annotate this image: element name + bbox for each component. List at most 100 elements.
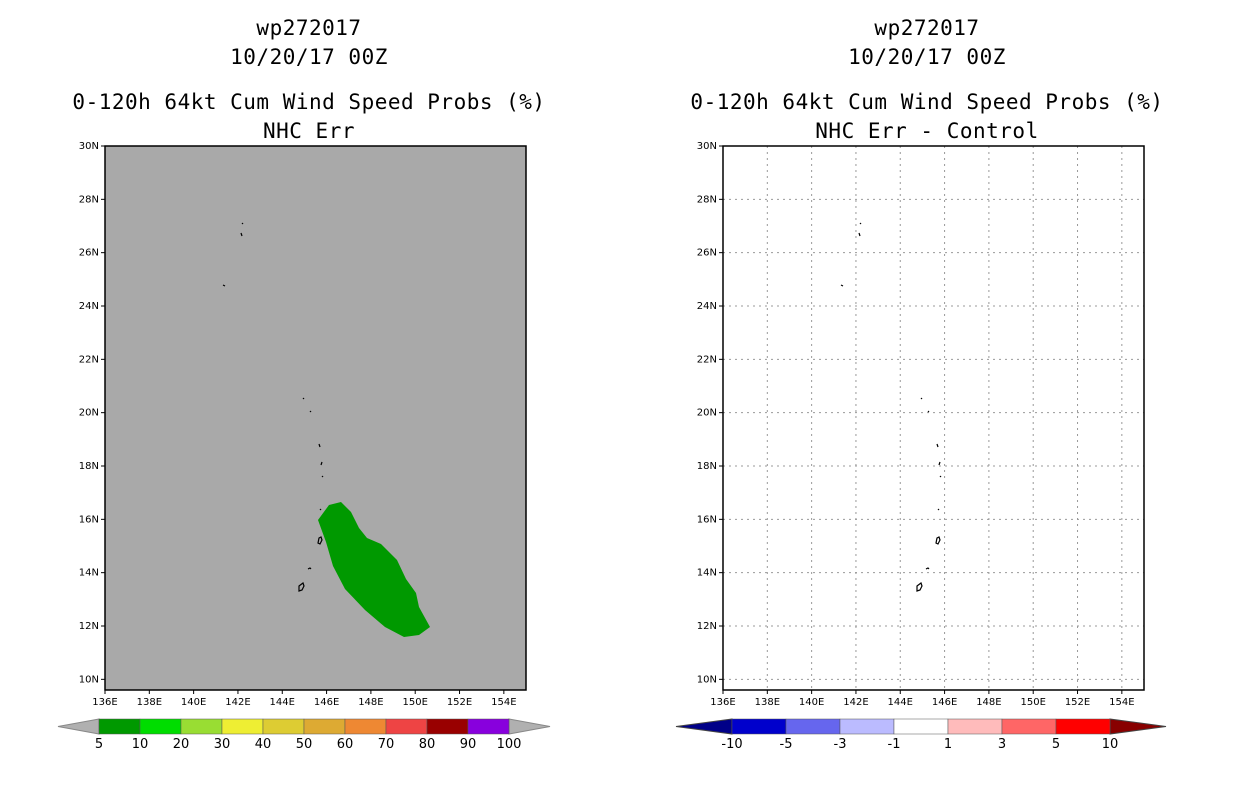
colorbar-label: -5 (780, 737, 793, 752)
left-map-svg: 30N 28N 26N 24N 22N 20N 18N 16N 14N 12N 10N 136E 138… (57, 141, 551, 752)
lon-label: 142E (225, 697, 250, 708)
colorbar-swatch (303, 718, 346, 735)
colorbar-label: 3 (998, 737, 1006, 752)
lon-label: 150E (1021, 697, 1046, 708)
lon-label: 138E (137, 697, 162, 708)
lon-label: 140E (181, 697, 206, 708)
left-map-frame (104, 145, 527, 691)
colorbar-swatch (262, 718, 305, 735)
colorbar-swatch (731, 718, 787, 735)
colorbar-swatch (1001, 718, 1057, 735)
lat-label: 14N (79, 568, 99, 579)
lat-label: 14N (697, 568, 717, 579)
right-map-frame (722, 145, 1145, 691)
colorbar-swatch (467, 718, 510, 735)
colorbar-label: 5 (1052, 737, 1060, 752)
colorbar-label: 100 (497, 737, 522, 752)
colorbar-label: 40 (255, 737, 272, 752)
lon-label: 146E (314, 697, 339, 708)
colorbar-label: 90 (460, 737, 477, 752)
lat-label: 30N (79, 141, 99, 152)
colorbar-label: 70 (378, 737, 395, 752)
mariana-islands (840, 222, 942, 592)
probability-area-5-10 (318, 502, 430, 637)
colorbar-label: 30 (214, 737, 231, 752)
lat-label: 24N (79, 301, 99, 312)
lat-label: 22N (79, 354, 99, 365)
colorbar-right-arrow (1109, 718, 1167, 735)
lat-label: 26N (79, 248, 99, 259)
right-map-panel: wp272017 10/20/17 00Z 0-120h 64kt Cum Wi… (618, 0, 1236, 800)
mariana-islands (222, 222, 324, 592)
lon-label: 154E (491, 697, 516, 708)
lat-label: 18N (697, 461, 717, 472)
colorbar-swatch (344, 718, 387, 735)
colorbar-label: 10 (132, 737, 149, 752)
right-storm-id: wp272017 (874, 16, 980, 40)
lat-label: 20N (79, 408, 99, 419)
colorbar-swatch (1055, 718, 1111, 735)
lon-label: 152E (1065, 697, 1090, 708)
colorbar-swatch (385, 718, 428, 735)
lat-label: 26N (697, 248, 717, 259)
lon-label: 154E (1109, 697, 1134, 708)
lat-label: 10N (79, 674, 99, 685)
colorbar-left-arrow (57, 718, 100, 735)
colorbar-swatch (893, 718, 949, 735)
right-map-svg: 30N 28N 26N 24N 22N 20N 18N 16N 14N 12N 10N 136E 138… (675, 141, 1167, 752)
left-map-axes: 30N 28N 26N 24N 22N 20N 18N 16N 14N 12N 10N 136E 138… (79, 141, 517, 708)
colorbar-swatch (98, 718, 141, 735)
colorbar-label: -1 (888, 737, 901, 752)
left-map-background (105, 146, 526, 690)
lon-label: 148E (976, 697, 1001, 708)
left-datetime: 10/20/17 00Z (230, 45, 388, 69)
colorbar-label: 20 (173, 737, 190, 752)
right-map-axes: 30N 28N 26N 24N 22N 20N 18N 16N 14N 12N 10N 136E 138… (697, 141, 1135, 708)
colorbar-swatch (426, 718, 469, 735)
right-product-title: 0-120h 64kt Cum Wind Speed Probs (%) (690, 90, 1164, 114)
lon-label: 142E (843, 697, 868, 708)
left-colorbar: 5 10 20 30 40 50 60 70 80 90 100 (57, 718, 551, 752)
right-subtitle: NHC Err - Control (815, 119, 1039, 143)
lon-label: 138E (755, 697, 780, 708)
colorbar-swatch (839, 718, 895, 735)
colorbar-left-arrow (675, 718, 733, 735)
colorbar-swatch (947, 718, 1003, 735)
lon-label: 136E (710, 697, 735, 708)
colorbar-swatch (139, 718, 182, 735)
lat-label: 28N (79, 194, 99, 205)
right-map-background (723, 146, 1144, 690)
lat-label: 16N (79, 514, 99, 525)
lon-label: 152E (447, 697, 472, 708)
lat-label: 24N (697, 301, 717, 312)
lat-label: 20N (697, 408, 717, 419)
colorbar-label: 80 (419, 737, 436, 752)
colorbar-swatch (221, 718, 264, 735)
lat-label: 12N (697, 621, 717, 632)
colorbar-label: 50 (296, 737, 313, 752)
right-colorbar: -10 -5 -3 -1 1 3 5 10 (675, 718, 1167, 752)
colorbar-label: -10 (721, 737, 742, 752)
lon-label: 136E (92, 697, 117, 708)
left-product-title: 0-120h 64kt Cum Wind Speed Probs (%) (72, 90, 546, 114)
lon-label: 140E (799, 697, 824, 708)
lat-label: 22N (697, 354, 717, 365)
lon-label: 148E (358, 697, 383, 708)
lon-label: 144E (888, 697, 913, 708)
lon-label: 146E (932, 697, 957, 708)
lat-label: 10N (697, 674, 717, 685)
right-datetime: 10/20/17 00Z (848, 45, 1006, 69)
lat-label: 28N (697, 194, 717, 205)
left-map-panel: wp272017 10/20/17 00Z 0-120h 64kt Cum Wi… (57, 16, 551, 752)
colorbar-label: 10 (1102, 737, 1119, 752)
lon-label: 150E (403, 697, 428, 708)
lat-label: 30N (697, 141, 717, 152)
right-map-gridlines (723, 146, 1144, 690)
lon-label: 144E (270, 697, 295, 708)
left-storm-id: wp272017 (256, 16, 362, 40)
colorbar-label: -3 (834, 737, 847, 752)
lat-label: 16N (697, 514, 717, 525)
left-subtitle: NHC Err (262, 119, 355, 143)
colorbar-swatch (785, 718, 841, 735)
lat-label: 18N (79, 461, 99, 472)
